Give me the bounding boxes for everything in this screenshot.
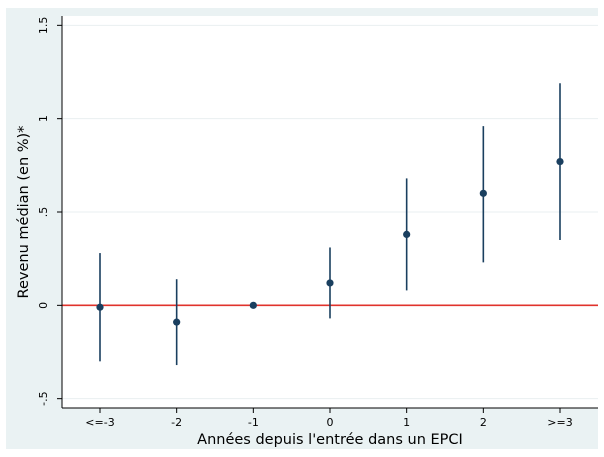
y-tick-label: 0	[37, 302, 50, 309]
point-estimate	[403, 230, 411, 238]
point-estimate	[556, 158, 564, 166]
x-axis-title: Années depuis l'entrée dans un EPCI	[197, 432, 463, 448]
y-tick-label: 1	[37, 115, 50, 122]
x-tick-label: <=-3	[85, 416, 114, 429]
y-axis-title: Revenu médian (en %)*	[16, 126, 32, 299]
x-tick-label: >=3	[547, 416, 572, 429]
point-estimate	[173, 318, 181, 326]
chart-background: -.5 0 .5 1 1.5 <=-3 -2 -1 0 1 2 >=3 Années depuis l…	[6, 8, 598, 449]
x-tick-label: 2	[480, 416, 487, 429]
point-estimate	[249, 301, 257, 309]
x-tick-label: -2	[171, 416, 182, 429]
chart: -.5 0 .5 1 1.5 <=-3 -2 -1 0 1 2 >=3 Années depuis l…	[16, 16, 598, 448]
x-tick-label: 1	[403, 416, 410, 429]
point-estimate	[96, 303, 104, 311]
axes: -.5 0 .5 1 1.5 <=-3 -2 -1 0 1 2 >=3	[37, 16, 598, 429]
x-tick-label: 0	[327, 416, 334, 429]
y-tick-label: 1.5	[37, 17, 50, 35]
point-estimate	[326, 279, 334, 287]
y-tick-label: .5	[37, 207, 50, 218]
x-tick-label: -1	[248, 416, 259, 429]
y-tick-label: -.5	[37, 391, 50, 405]
point-estimates	[96, 158, 564, 326]
plot-area: -.5 0 .5 1 1.5 <=-3 -2 -1 0 1 2 >=3	[37, 16, 598, 429]
gridlines	[62, 24, 598, 400]
point-estimate	[479, 189, 487, 197]
